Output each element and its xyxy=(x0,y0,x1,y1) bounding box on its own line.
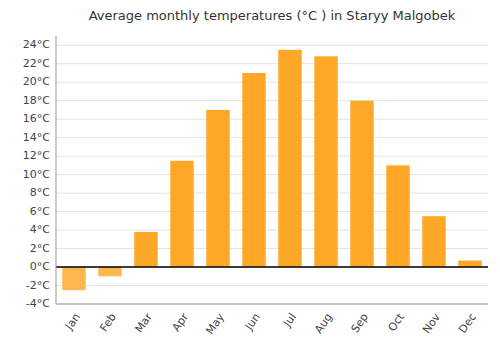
grid-line xyxy=(56,100,488,101)
y-tick-label: 12°C xyxy=(23,149,50,162)
title: Average monthly temperatures (°C ) in St… xyxy=(89,8,456,23)
grid-line xyxy=(56,137,488,138)
bar xyxy=(170,161,193,267)
zero-line xyxy=(56,266,488,268)
y-tick-label: 20°C xyxy=(23,75,50,88)
bar xyxy=(206,110,229,267)
bar xyxy=(422,216,445,267)
x-tick-label: Mar xyxy=(132,310,155,335)
bar xyxy=(98,267,121,276)
x-tick-label: Nov xyxy=(420,310,443,335)
grid-line xyxy=(56,193,488,194)
bar xyxy=(278,50,301,267)
x-tick-label: Aug xyxy=(312,311,335,336)
bar xyxy=(350,101,373,267)
grid-line xyxy=(56,45,488,46)
bars xyxy=(62,50,481,290)
y-tick-label: 8°C xyxy=(30,186,50,199)
y-tick-label: 0°C xyxy=(30,260,50,273)
x-tick-label: May xyxy=(203,310,227,336)
grid-line xyxy=(56,267,488,268)
y-tick-label: 18°C xyxy=(23,94,50,107)
x-tick-label: Jan xyxy=(62,311,83,333)
y-tick-label: 24°C xyxy=(23,38,50,51)
y-tick-label: -2°C xyxy=(26,279,50,292)
grid-line xyxy=(56,63,488,64)
y-tick-label: 22°C xyxy=(23,57,50,70)
x-axis-line xyxy=(56,304,488,305)
y-tick-label: 14°C xyxy=(23,131,50,144)
x-tick-label: Jun xyxy=(242,311,263,333)
y-tick-label: 4°C xyxy=(30,223,50,236)
y-tick-label: -4°C xyxy=(26,297,50,310)
y-tick-label: 6°C xyxy=(30,205,50,218)
grid-line xyxy=(56,174,488,175)
grid-line xyxy=(56,82,488,83)
y-tick-label: 10°C xyxy=(23,168,50,181)
bar xyxy=(62,267,85,290)
y-tick-label: 16°C xyxy=(23,112,50,125)
x-tick-label: Dec xyxy=(456,311,479,336)
bar xyxy=(458,261,481,267)
chart: -4°C -2°C 0°C 2°C 4°C 6°C 8°C 10°C 12°C 14°C 16°C 1… xyxy=(0,0,500,350)
grid-line xyxy=(56,211,488,212)
grid-line xyxy=(56,304,488,305)
x-tick-label: Sep xyxy=(348,311,371,335)
x-tick-label: Apr xyxy=(169,310,191,333)
y-tick-label: 2°C xyxy=(30,242,50,255)
bar xyxy=(386,165,409,267)
x-tick-label: Oct xyxy=(385,310,407,334)
bar xyxy=(242,73,265,267)
grid-line xyxy=(56,156,488,157)
x-tick-label: Feb xyxy=(97,311,119,334)
grid-line xyxy=(56,119,488,120)
bar xyxy=(314,56,337,267)
y-axis-line xyxy=(56,36,57,304)
bar xyxy=(134,232,157,267)
x-tick-label: Jul xyxy=(280,311,299,330)
grid xyxy=(56,45,488,304)
grid-line xyxy=(56,285,488,286)
